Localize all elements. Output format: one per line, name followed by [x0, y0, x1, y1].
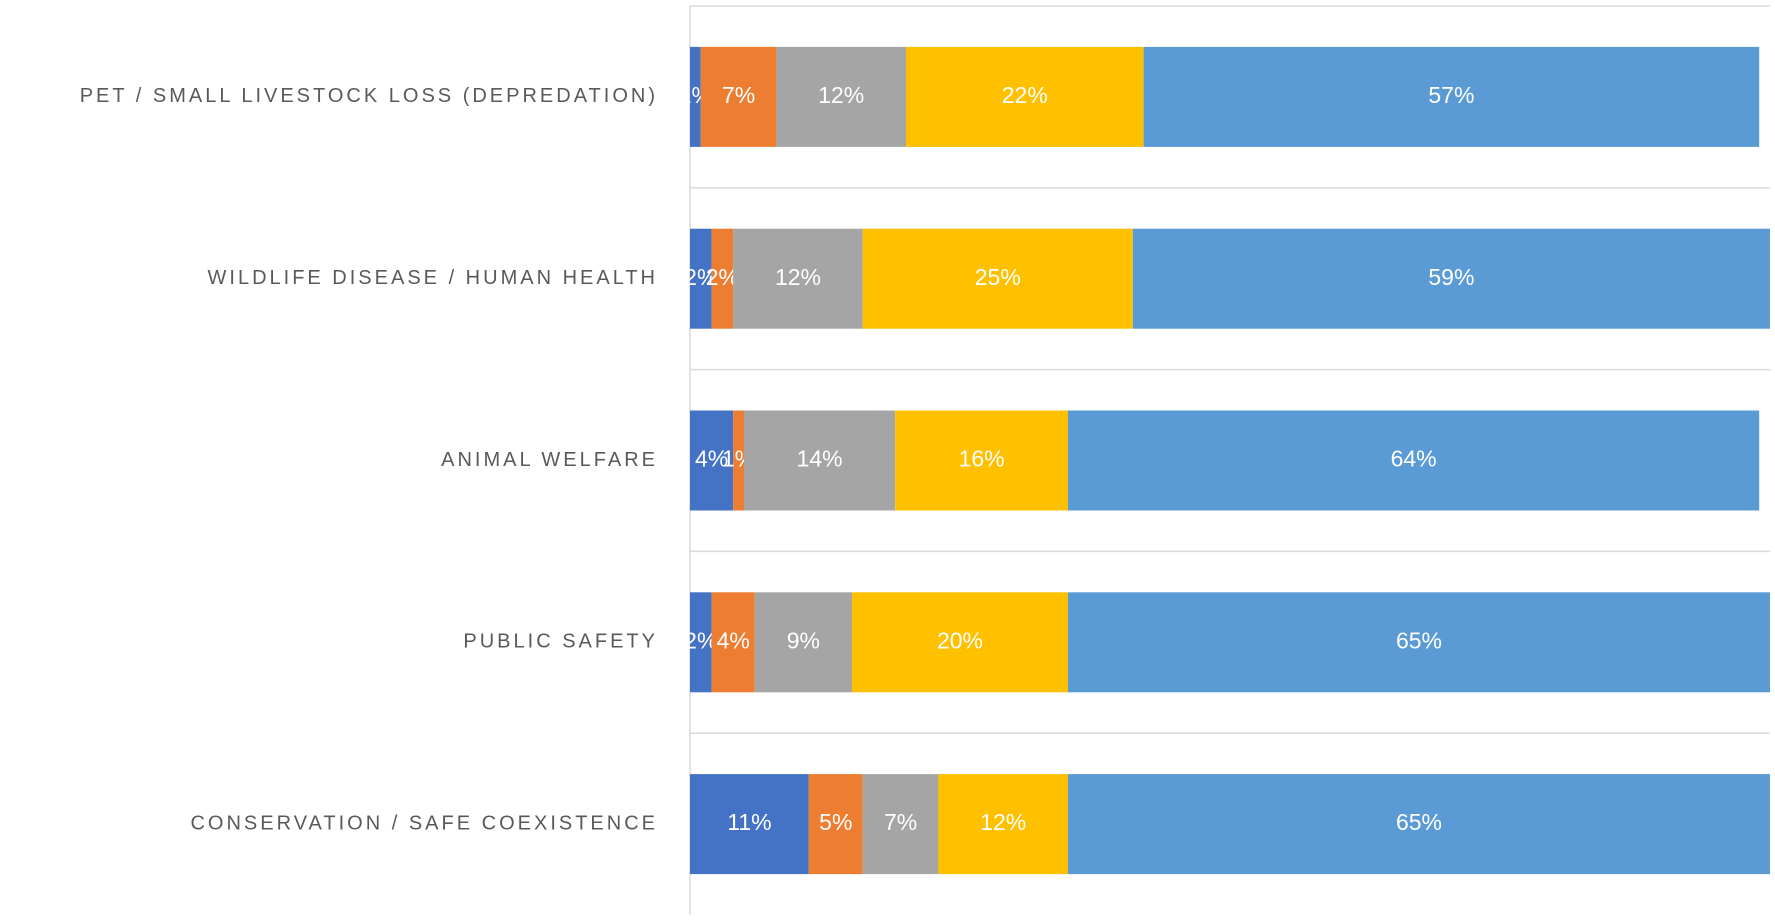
- bar-segment: [895, 410, 1068, 511]
- value-label: 12%: [980, 809, 1026, 835]
- value-label: 11%: [727, 809, 771, 835]
- value-label: 5%: [819, 809, 852, 835]
- bar-segment: [862, 774, 939, 875]
- bar-segment: [1132, 228, 1770, 329]
- value-label: 57%: [1428, 82, 1474, 108]
- category-label: WILDLIFE DISEASE / HUMAN HEALTH: [208, 267, 658, 289]
- value-label: 65%: [1396, 627, 1442, 653]
- value-label: 7%: [884, 809, 917, 835]
- bar-segment: [1068, 592, 1770, 693]
- category-label: PET / SMALL LIVESTOCK LOSS (DEPREDATION): [80, 85, 658, 107]
- category-label: ANIMAL WELFARE: [441, 449, 658, 471]
- bar-segment: [938, 774, 1068, 875]
- bar-segment: [700, 46, 777, 147]
- value-label: 4%: [695, 446, 728, 472]
- bar-segment: [690, 774, 809, 875]
- value-label: 20%: [937, 627, 983, 653]
- bar-segment: [690, 228, 712, 329]
- bar-segment: [808, 774, 863, 875]
- bar-segment: [1068, 774, 1770, 875]
- bar-segment: [711, 228, 734, 329]
- bar-segment: [852, 592, 1068, 693]
- bar-segment: [733, 410, 744, 511]
- value-label: 22%: [1002, 82, 1048, 108]
- bar-segment: [906, 46, 1144, 147]
- bar-segment: [733, 228, 863, 329]
- bar-segment: [1143, 46, 1760, 147]
- category-label: PUBLIC SAFETY: [463, 631, 658, 653]
- value-label: 65%: [1396, 809, 1442, 835]
- value-label: 16%: [959, 446, 1005, 472]
- value-label: 64%: [1391, 446, 1437, 472]
- bar-segment: [690, 46, 701, 147]
- value-label: 25%: [975, 264, 1021, 290]
- value-label: 9%: [787, 627, 820, 653]
- value-label: 7%: [722, 82, 755, 108]
- bar-segment: [690, 410, 734, 511]
- bar-segment: [744, 410, 896, 511]
- value-label: 14%: [797, 446, 843, 472]
- category-label: CONSERVATION / SAFE COEXISTENCE: [190, 812, 658, 834]
- bar-segment: [690, 592, 712, 693]
- value-label: 59%: [1428, 264, 1474, 290]
- value-label: 12%: [775, 264, 821, 290]
- bar-segment: [711, 592, 755, 693]
- bar-segment: [1068, 410, 1760, 511]
- value-label: 12%: [818, 82, 864, 108]
- bar-segment: [754, 592, 852, 693]
- bar-segment: [862, 228, 1133, 329]
- value-label: 4%: [717, 627, 750, 653]
- bar-segment: [776, 46, 906, 147]
